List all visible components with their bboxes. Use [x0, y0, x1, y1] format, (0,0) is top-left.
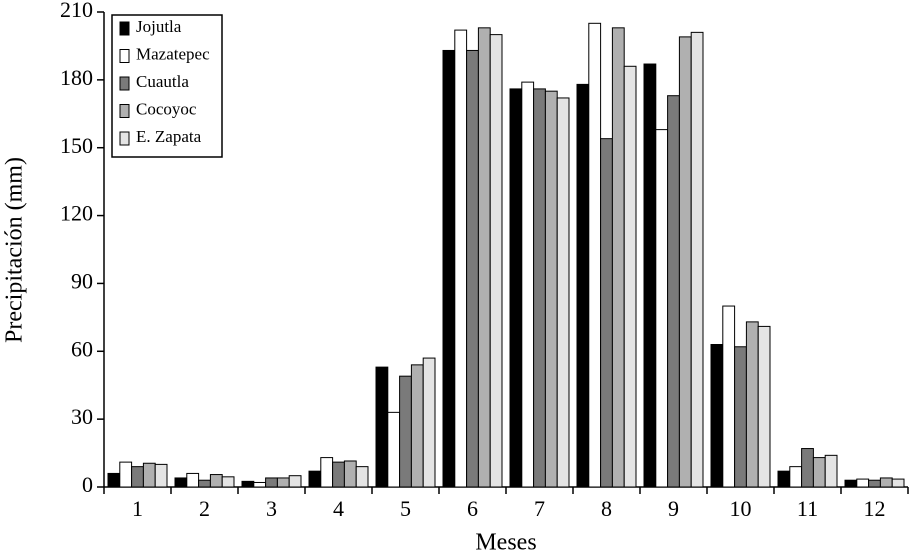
bar — [556, 97, 570, 488]
bar — [422, 357, 436, 488]
bar — [509, 88, 523, 488]
legend-swatch — [119, 76, 130, 91]
bar — [801, 448, 814, 488]
legend-swatch — [119, 131, 130, 146]
bar — [745, 321, 759, 488]
bar — [533, 88, 546, 488]
bar — [868, 479, 881, 488]
legend-swatch — [119, 104, 130, 118]
bar — [678, 36, 692, 488]
y-tick-label: 90 — [71, 268, 93, 293]
bar — [667, 95, 680, 488]
bar — [891, 478, 905, 488]
y-tick-label: 0 — [82, 472, 93, 497]
x-tick-label: 5 — [400, 496, 411, 521]
bar — [154, 463, 168, 488]
y-tick-label: 180 — [60, 65, 93, 90]
x-tick-label: 3 — [266, 496, 277, 521]
bar — [119, 461, 133, 488]
bar — [265, 477, 278, 488]
bar — [241, 480, 255, 488]
y-tick-label: 150 — [60, 133, 93, 158]
bar — [824, 454, 838, 488]
legend-label: Cocoyoc — [136, 99, 197, 118]
bar — [410, 364, 424, 488]
bar — [186, 472, 200, 488]
bar — [521, 81, 535, 488]
bar — [387, 411, 401, 488]
bar — [623, 65, 637, 488]
bar — [320, 457, 334, 488]
bar — [332, 461, 345, 488]
bar — [174, 477, 188, 488]
x-tick-label: 12 — [864, 496, 886, 521]
bar — [253, 481, 267, 488]
bar — [355, 466, 369, 488]
x-tick-label: 10 — [730, 496, 752, 521]
y-tick-label: 30 — [71, 404, 93, 429]
bar — [477, 27, 491, 488]
x-axis-title: Meses — [475, 530, 536, 556]
bar — [576, 83, 590, 488]
x-tick-label: 6 — [467, 496, 478, 521]
bar — [107, 472, 121, 488]
bar — [879, 477, 893, 488]
y-tick-label: 120 — [60, 201, 93, 226]
bar — [812, 457, 826, 488]
bar — [454, 29, 468, 488]
x-tick-label: 2 — [199, 496, 210, 521]
legend-box — [111, 14, 223, 158]
legend-label: E. Zapata — [136, 127, 202, 146]
bar — [489, 34, 503, 488]
x-tick-label: 4 — [333, 496, 344, 521]
y-axis-title: Precipitación (mm) — [2, 157, 28, 343]
bar — [734, 346, 747, 488]
bar — [757, 325, 771, 488]
bar — [690, 31, 704, 488]
x-tick-label: 7 — [534, 496, 545, 521]
bar — [544, 90, 558, 488]
bar — [442, 49, 456, 488]
bar — [399, 375, 412, 488]
bar — [466, 49, 479, 488]
bar — [209, 474, 223, 488]
bar — [777, 470, 791, 488]
bar — [198, 479, 211, 488]
bar — [600, 138, 613, 488]
bar — [856, 478, 870, 488]
x-tick-label: 9 — [668, 496, 679, 521]
legend-swatch — [119, 21, 130, 36]
bar — [611, 27, 625, 488]
legend-swatch — [119, 49, 130, 63]
bar — [789, 466, 803, 488]
bar — [343, 460, 357, 488]
bar — [722, 305, 736, 488]
bar — [131, 466, 144, 488]
bar — [308, 470, 322, 488]
bar — [588, 22, 602, 488]
x-tick-label: 11 — [797, 496, 818, 521]
bar — [276, 477, 290, 488]
bar — [221, 476, 235, 488]
x-tick-label: 8 — [601, 496, 612, 521]
bar — [375, 366, 389, 488]
bar — [643, 63, 657, 488]
legend-label: Jojutla — [136, 17, 182, 36]
legend-label: Cuautla — [136, 72, 189, 91]
bar — [142, 462, 156, 488]
y-tick-label: 210 — [60, 0, 93, 22]
bar — [844, 479, 858, 488]
bar — [710, 344, 724, 488]
x-tick-label: 1 — [132, 496, 143, 521]
y-tick-label: 60 — [71, 336, 93, 361]
legend-label: Mazatepec — [136, 44, 210, 63]
bar — [655, 129, 669, 488]
bar — [288, 475, 302, 488]
